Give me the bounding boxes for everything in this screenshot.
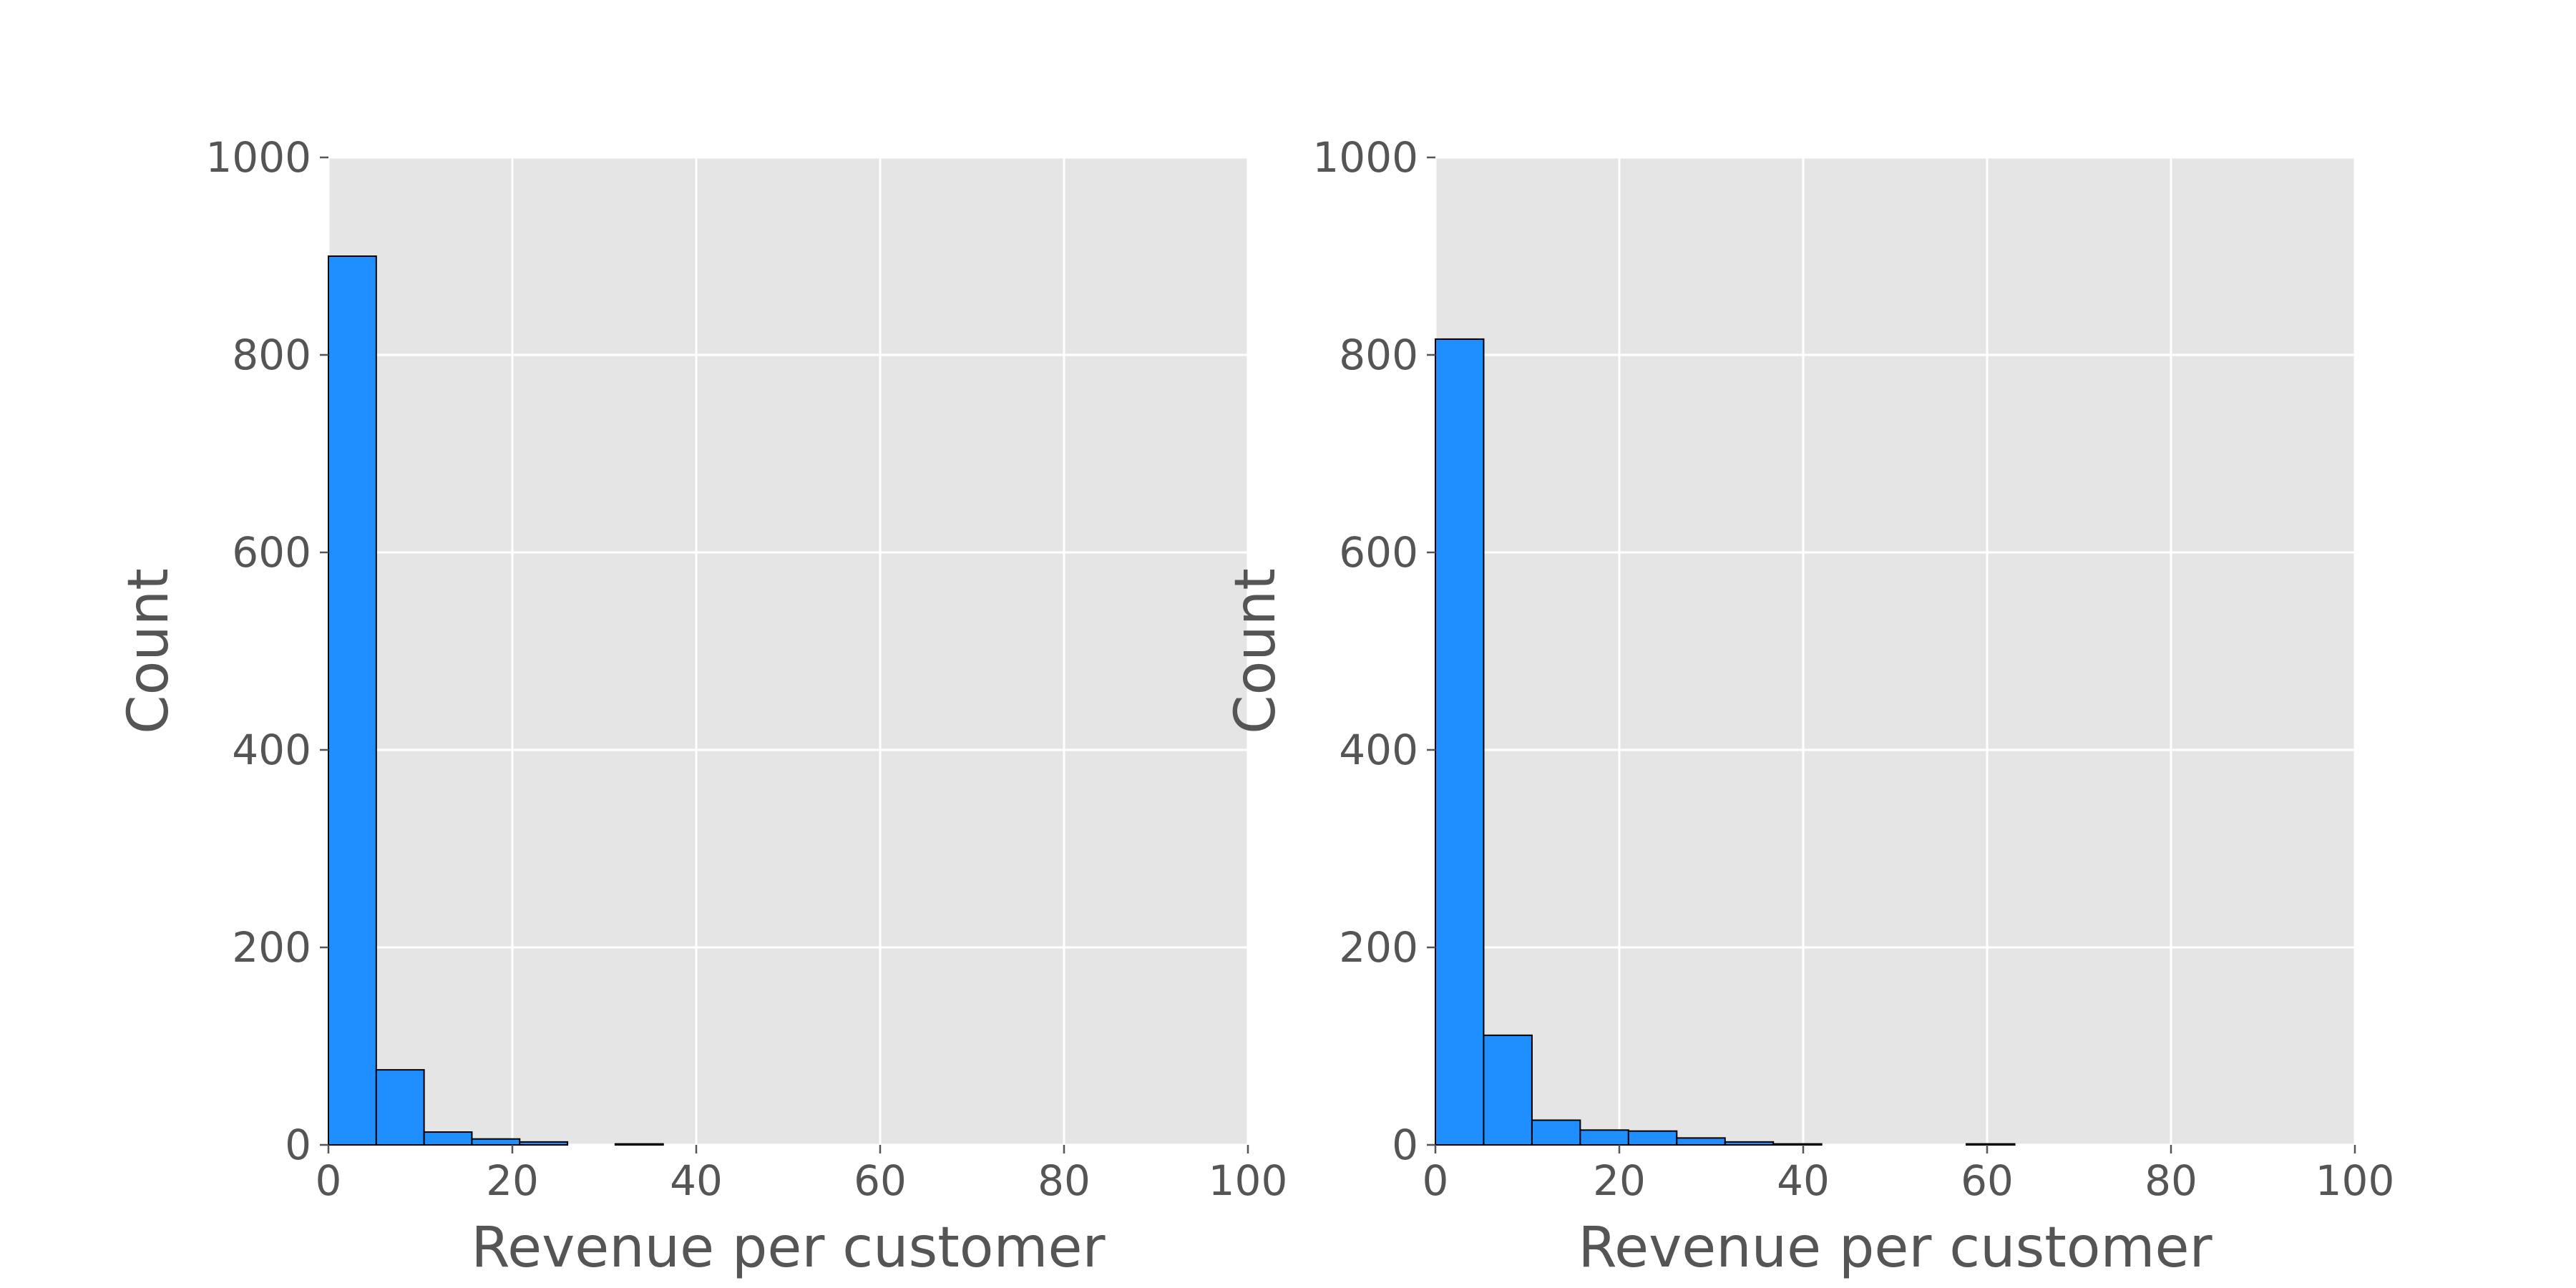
y-tick-label: 200 [232,923,311,972]
y-tick-label: 600 [1339,528,1418,577]
histogram-bar [1531,1119,1581,1146]
histogram-bar [519,1141,569,1146]
y-tick-label: 1000 [205,133,311,182]
histogram-bar [1724,1141,1775,1146]
histogram-bar [328,255,377,1146]
x-tick-label: 60 [1961,1156,2014,1205]
histogram-bar [614,1143,664,1146]
histogram-bar [1579,1129,1629,1146]
y-tick-label: 1000 [1312,133,1418,182]
y-tick-label: 400 [1339,726,1418,774]
x-tick-label: 80 [1038,1156,1091,1205]
y-tick-label: 800 [232,331,311,379]
plot-area [1435,157,2355,1145]
x-tick-label: 100 [2316,1156,2395,1205]
y-tick-label: 0 [1392,1121,1418,1169]
plot-area [328,157,1248,1145]
histogram-bar [1483,1034,1533,1146]
histogram-bar [1966,1143,2016,1146]
y-tick-label: 600 [232,528,311,577]
histogram-bar [1627,1130,1678,1146]
y-tick-label: 0 [285,1121,311,1169]
x-axis-label: Revenue per customer [471,1216,1106,1280]
x-tick-label: 0 [1423,1156,1449,1205]
histogram-bar [423,1131,473,1146]
x-tick-label: 0 [316,1156,342,1205]
x-tick-label: 80 [2145,1156,2197,1205]
y-axis-label: Count [117,568,181,734]
x-axis-label: Revenue per customer [1578,1216,2212,1280]
x-tick-label: 60 [854,1156,907,1205]
x-tick-label: 20 [486,1156,539,1205]
histogram-bar [1435,338,1485,1146]
histogram-bar [1676,1137,1726,1146]
y-tick-label: 800 [1339,331,1418,379]
x-tick-label: 100 [1209,1156,1288,1205]
x-tick-label: 20 [1593,1156,1646,1205]
histogram-bar [471,1138,521,1146]
y-tick-label: 200 [1339,923,1418,972]
y-axis-label: Count [1224,568,1288,734]
histogram-bar [1772,1143,1823,1146]
x-tick-label: 40 [670,1156,723,1205]
x-tick-label: 40 [1777,1156,1830,1205]
y-tick-label: 400 [232,726,311,774]
histogram-bar [375,1069,425,1146]
